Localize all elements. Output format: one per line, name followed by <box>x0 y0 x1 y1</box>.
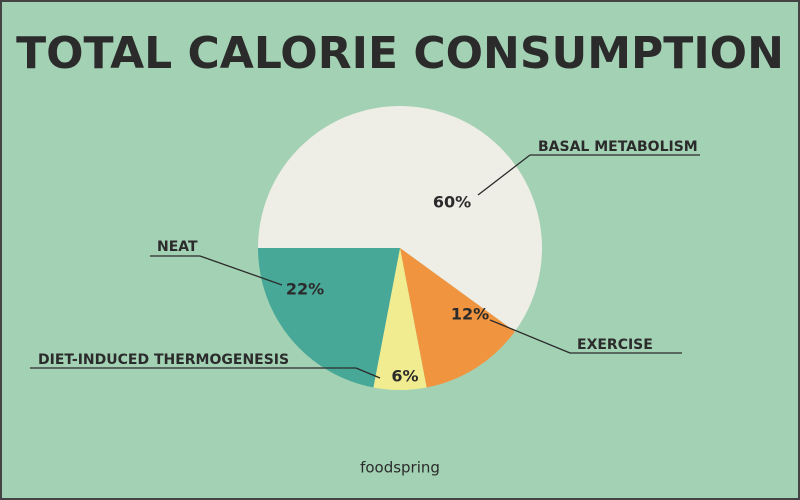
leader-line <box>199 255 283 286</box>
value-label: 12% <box>451 305 489 324</box>
value-label: 60% <box>433 193 471 212</box>
leader-line <box>477 154 531 196</box>
pie-slice <box>258 105 542 332</box>
value-label: 6% <box>391 367 418 386</box>
leader-line <box>355 367 381 379</box>
category-label: BASAL METABOLISM <box>538 139 698 155</box>
value-label: 22% <box>286 280 324 299</box>
category-label: DIET-INDUCED THERMOGENESIS <box>38 352 289 368</box>
pie-slice <box>400 248 515 388</box>
category-label: EXERCISE <box>577 337 653 353</box>
pie-slice <box>258 248 400 388</box>
pie-slice <box>373 248 427 391</box>
brand: foodspring <box>360 459 440 477</box>
category-label: NEAT <box>157 239 198 255</box>
leader-line <box>489 319 571 354</box>
chart-title: TOTAL CALORIE CONSUMPTION <box>16 28 784 79</box>
